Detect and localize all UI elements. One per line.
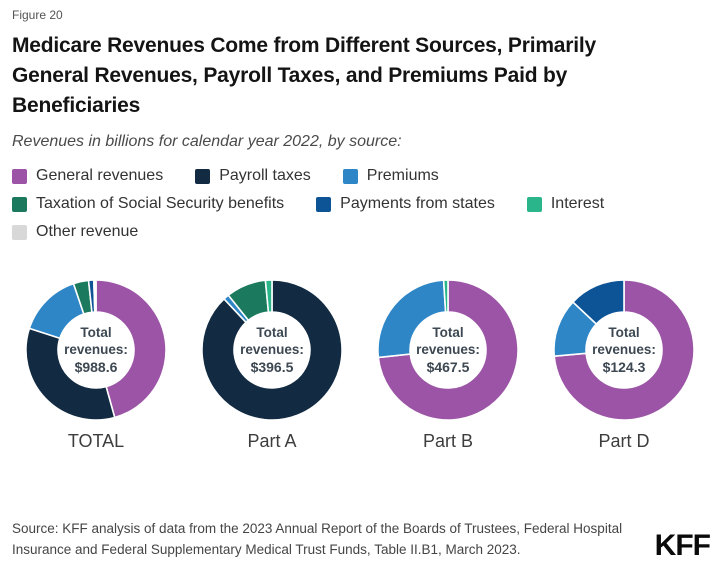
legend-swatch-icon [526,196,542,212]
donut-segment-interest [442,279,449,314]
legend-row: General revenues Payroll taxes Premiums [12,162,706,190]
donut-segment-general_revenues [377,279,519,422]
kff-logo: KFF [654,529,711,562]
donut-center-text: Total revenues: $124.3 [582,325,666,375]
legend-item-interest: Interest [526,195,605,213]
donut-chart-part-d: Total revenues: $124.3 Part D [536,276,712,452]
donut-chart-part-b: Total revenues: $467.5 Part B [360,276,536,452]
donut-chart-part-a: Total revenues: $396.5 Part A [184,276,360,452]
figure-label: Figure 20 [12,8,63,22]
legend-label: Taxation of Social Security benefits [36,195,285,213]
donut-chart-total: Total revenues: $988.6 TOTAL [8,276,184,452]
legend-item-taxation_ss: Taxation of Social Security benefits [12,195,284,213]
legend-item-payroll_taxes: Payroll taxes [195,167,311,185]
donut-segment-premiums [377,279,447,359]
donut-wrap: Total revenues: $124.3 [550,276,698,424]
legend-row: Taxation of Social Security benefits Paym… [12,190,706,218]
donut-center-label: Total revenues: [416,325,480,357]
chart-footer: Source: KFF analysis of data from the 20… [12,519,711,562]
donut-segment-general_revenues [553,279,695,422]
donut-wrap: Total revenues: $396.5 [198,276,346,424]
legend-swatch-icon [316,196,332,212]
donut-center-text: Total revenues: $467.5 [406,325,490,375]
legend-row: Other revenue [12,218,706,246]
legend-label: Payments from states [340,195,495,213]
donut-center-text: Total revenues: $396.5 [230,325,314,375]
donut-charts-row: Total revenues: $988.6 TOTAL Total revenues… [0,276,720,452]
donut-segment-payments_states [571,279,625,326]
donut-svg [553,279,695,422]
chart-title: Medicare Revenues Come from Different So… [12,34,597,117]
donut-wrap: Total revenues: $467.5 [374,276,522,424]
legend-item-premiums: Premiums [342,167,439,185]
donut-segment-general_revenues [95,279,167,419]
donut-center-label: Total revenues: [592,325,656,357]
chart-label: Part D [598,431,650,452]
donut-total-value: $988.6 [74,359,118,376]
legend-label: General revenues [36,167,164,185]
legend-label: Payroll taxes [219,167,311,185]
donut-wrap: Total revenues: $988.6 [22,276,170,424]
legend: General revenues Payroll taxes Premiums Tax… [12,162,706,246]
donut-svg [201,279,343,422]
chart-subtitle: Revenues in billions for calendar year 2… [12,133,402,151]
legend-item-other_revenue: Other revenue [12,223,138,241]
chart-label: Part B [422,431,474,452]
donut-total-value: $467.5 [426,359,470,376]
donut-center-label: Total revenues: [64,325,128,357]
legend-swatch-icon [12,196,27,212]
legend-swatch-icon [342,168,358,184]
source-text: Source: KFF analysis of data from the 20… [12,521,623,558]
donut-center-text: Total revenues: $988.6 [54,325,138,375]
donut-svg [25,279,167,422]
donut-total-value: $396.5 [250,359,294,376]
legend-swatch-icon [195,168,211,184]
chart-header: Figure 20 Medicare Revenues Come from Di… [0,0,720,246]
legend-item-general_revenues: General revenues [12,167,163,185]
donut-segment-payroll_taxes [201,279,343,422]
donut-segment-interest [264,279,273,314]
legend-label: Interest [550,195,605,213]
legend-label: Other revenue [36,223,139,241]
donut-total-value: $124.3 [602,359,646,376]
donut-center-label: Total revenues: [240,325,304,357]
legend-item-payments_states: Payments from states [316,195,495,213]
chart-label: Part A [247,431,297,452]
donut-svg [377,279,519,422]
legend-swatch-icon [12,168,27,184]
donut-segment-other_revenue [94,279,97,314]
chart-label: TOTAL [67,431,125,452]
donut-segment-payroll_taxes [25,327,116,422]
legend-label: Premiums [366,167,439,185]
legend-swatch-icon [12,224,27,240]
